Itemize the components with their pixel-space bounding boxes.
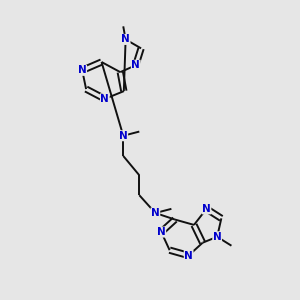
Text: N: N — [78, 65, 87, 75]
Text: N: N — [157, 227, 166, 237]
Text: N: N — [151, 208, 160, 218]
Text: N: N — [202, 204, 211, 214]
Text: N: N — [131, 60, 140, 70]
Text: N: N — [213, 232, 221, 242]
Text: N: N — [121, 34, 130, 44]
Text: N: N — [119, 131, 128, 141]
Text: N: N — [184, 250, 193, 260]
Text: N: N — [100, 94, 109, 104]
